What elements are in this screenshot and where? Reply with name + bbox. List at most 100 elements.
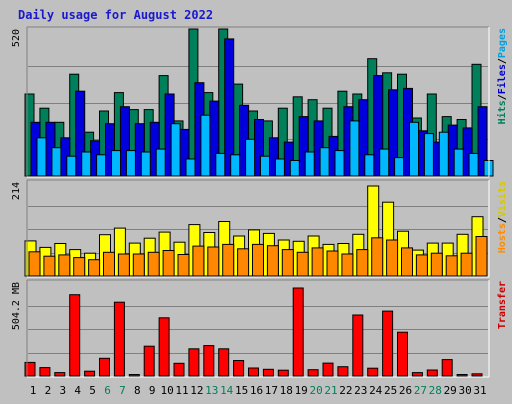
panel-bottom-transfer-bar-day-23: [352, 314, 364, 377]
panel-bottom-transfer-bar-day-14: [218, 348, 230, 377]
panel-middle-hosts-bar-day-22: [341, 253, 354, 277]
panel-top-side-legend: Hits/Files/Pages: [496, 28, 508, 124]
panel-middle-hosts-bar-day-10: [162, 250, 175, 277]
panel-bottom-transfer-bar-day-22: [337, 366, 349, 377]
panel-bottom-transfer-bar-day-2: [39, 367, 51, 377]
x-tick-label-day-29: 29: [444, 384, 457, 397]
x-tick-label-day-26: 26: [399, 384, 412, 397]
panel-top-files-bar-day-31: [477, 106, 488, 177]
panel-middle-hosts-bar-day-11: [177, 254, 190, 277]
x-tick-label-day-5: 5: [89, 384, 96, 397]
panel-top-max-label: 520: [11, 29, 22, 47]
panel-bottom-max-label: 504.2 MB: [11, 282, 22, 330]
x-tick-label-day-21: 21: [324, 384, 337, 397]
panel-top-files-bar-day-6: [105, 123, 115, 177]
x-tick-label-day-13: 13: [205, 384, 218, 397]
panel-middle-hosts-bar-day-16: [252, 243, 264, 277]
panel-bottom-legend-transfer: Transfer: [497, 281, 508, 329]
panel-middle-hosts-bar-day-9: [147, 251, 160, 277]
panel-top-legend-hits: Hits: [496, 100, 508, 124]
panel-middle-hosts-bar-day-8: [132, 253, 145, 277]
x-tick-label-day-15: 15: [235, 384, 248, 397]
panel-top-pages-bar-day-18: [289, 160, 300, 177]
panel-bottom-transfer-bar-day-11: [173, 362, 185, 377]
panel-bottom-series-transfer: [24, 287, 483, 377]
panel-top-pages-bar-day-12: [200, 114, 211, 177]
panel-bottom-transfer-bar-day-12: [188, 348, 200, 377]
panel-top-pages-bar-day-22: [349, 120, 360, 177]
panel-top-pages-bar-day-13: [215, 152, 226, 177]
panel-top-series-pages: [36, 114, 494, 177]
panel-top-pages-bar-day-16: [260, 155, 270, 177]
panel-middle-hosts-bar-day-27: [415, 254, 428, 277]
panel-top-pages-bar-day-20: [319, 147, 330, 177]
panel-bottom-transfer-bar-day-13: [203, 345, 215, 377]
panel-middle-legend-hosts: Hosts: [497, 223, 508, 253]
panel-bottom-transfer-bar-day-26: [397, 331, 408, 377]
panel-middle-hosts-bar-day-1: [28, 251, 41, 277]
panel-bottom-transfer-bar-day-6: [99, 357, 110, 377]
panel-top-legend-pages: Pages: [497, 28, 508, 58]
panel-bottom-transfer-bar-day-19: [292, 287, 304, 377]
panel-bottom-transfer-bar-day-17: [262, 368, 274, 377]
x-tick-label-day-30: 30: [458, 384, 471, 397]
x-tick-label-day-8: 8: [134, 384, 141, 397]
panel-top-pages-bar-day-14: [230, 154, 241, 177]
x-tick-label-day-14: 14: [220, 384, 234, 397]
panel-top-pages-bar-day-23: [364, 154, 375, 177]
panel-top-files-bar-day-25: [388, 89, 399, 177]
panel-top-frame: [26, 26, 490, 178]
panel-top-files-bar-day-4: [75, 90, 86, 177]
x-tick-label-day-27: 27: [414, 384, 427, 397]
x-tick-label-day-7: 7: [119, 384, 126, 397]
panel-top-pages-bar-day-29: [453, 148, 464, 177]
panel-top-files-bar-day-8: [134, 123, 145, 177]
panel-bottom-transfer-bar-day-20: [307, 369, 319, 377]
panel-middle-hosts-bar-day-4: [73, 257, 86, 277]
panel-bottom-transfer-bar-day-24: [367, 367, 379, 377]
panel-top-legend-separator: /: [497, 94, 508, 100]
panel-bottom-transfer-bar-day-3: [54, 372, 66, 377]
panel-top-files-bar-day-24: [373, 75, 384, 177]
panel-top-pages-bar-day-6: [111, 150, 121, 177]
panel-top-pages-bar-day-25: [394, 157, 405, 177]
panel-top-pages-bar-day-11: [185, 158, 196, 177]
panel-middle-hosts-bar-day-14: [222, 243, 235, 277]
panel-bottom-transfer-bar-day-9: [143, 345, 155, 377]
x-tick-label-day-9: 9: [149, 384, 156, 397]
panel-bottom-transfer-bar-day-15: [233, 360, 245, 377]
panel-top-pages-bar-day-24: [379, 148, 390, 177]
panel-top-pages-bar-day-2: [51, 147, 62, 177]
panel-bottom-transfer-bar-day-31: [471, 373, 483, 377]
x-tick-label-day-17: 17: [265, 384, 278, 397]
panel-top-legend-separator: /: [497, 58, 508, 64]
panel-top-pages-bar-day-9: [155, 148, 166, 177]
x-tick-label-day-24: 24: [369, 384, 383, 397]
panel-bottom-transfer-bar-day-18: [277, 369, 289, 377]
panel-bottom-transfer-bar-day-7: [113, 301, 125, 377]
panel-middle-hosts-bar-day-25: [386, 239, 399, 277]
panel-middle-hosts-bar-day-12: [192, 245, 205, 277]
x-tick-label-day-4: 4: [74, 384, 81, 397]
panel-bottom-transfer-bar-day-27: [411, 372, 423, 377]
x-tick-label-day-1: 1: [30, 384, 37, 397]
x-tick-label-day-11: 11: [175, 384, 188, 397]
panel-top-pages-bar-day-28: [438, 131, 449, 177]
panel-middle-hosts-bar-day-24: [371, 237, 384, 277]
panel-middle-hosts-bar-day-20: [311, 247, 324, 277]
x-axis-day-labels: 1 2 3 4 5 6 7 8 9 10 11 12 13 14 15 16 17 18 19 20 21 22 23 24 2…: [30, 384, 487, 397]
panel-top-pages-bar-day-4: [81, 151, 92, 177]
panel-middle: 214 Hosts/Visits: [11, 181, 508, 277]
x-tick-label-day-22: 22: [339, 384, 352, 397]
panel-bottom-frame: [26, 279, 490, 378]
panel-middle-hosts-bar-day-29: [445, 255, 458, 277]
x-tick-label-day-2: 2: [45, 384, 52, 397]
panel-middle-hosts-bar-day-30: [460, 252, 473, 277]
x-tick-label-day-12: 12: [190, 384, 203, 397]
panel-middle-legend-visits: Visits: [496, 181, 508, 217]
panel-middle-series-hosts: [28, 236, 488, 277]
panel-bottom-transfer-bar-day-16: [248, 367, 259, 377]
panel-bottom-transfer-bar-day-21: [322, 362, 334, 377]
